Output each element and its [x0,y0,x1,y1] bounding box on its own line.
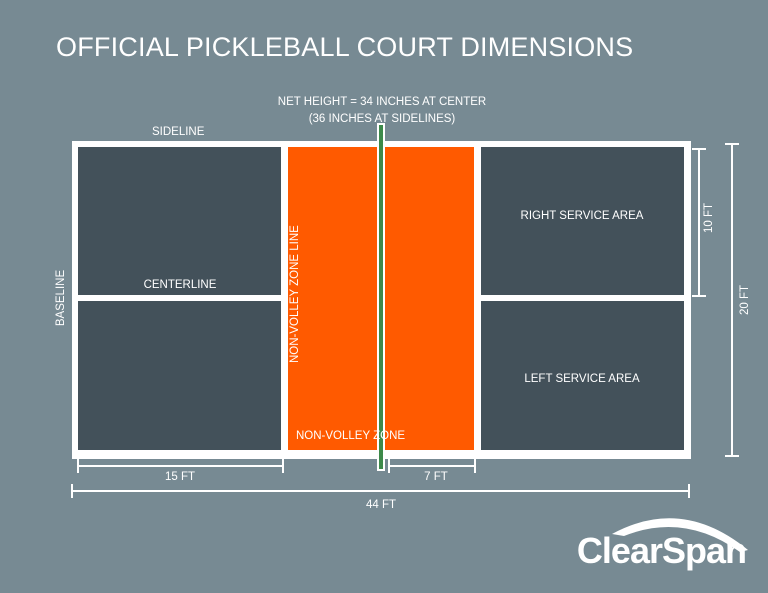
right-service-area-label: RIGHT SERVICE AREA [520,210,644,222]
half-width-dimension-cap-bottom [692,295,706,297]
service-area-top-left [78,147,281,295]
net-height-sideline-label: (36 INCHES AT SIDELINES) [308,113,456,125]
full-length-cap-left [71,484,73,498]
sideline-label: SIDELINE [152,126,205,138]
half-width-dimension-line [698,148,700,296]
full-width-dimension-cap-bottom [725,455,739,457]
full-width-dimension-cap-top [725,143,739,145]
full-length-cap-right [688,484,690,498]
service-area-bottom-left [78,301,281,450]
full-length-dimension-line [72,490,690,492]
left-service-area-label: LEFT SERVICE AREA [524,373,640,385]
service-length-dimension-line [78,465,283,467]
half-width-label: 10 FT [703,202,715,234]
centerline-label: CENTERLINE [143,279,217,291]
service-length-cap-left [77,459,79,473]
service-length-label: 15 FT [164,471,196,483]
left-service-area [481,301,684,450]
kitchen-length-label: 7 FT [424,471,448,483]
full-width-dimension-line [731,143,733,457]
baseline-label: BASELINE [55,269,67,327]
kitchen-length-dimension-line [388,465,475,467]
non-volley-zone-label: NON-VOLLEY ZONE [296,430,406,442]
non-volley-zone-line-label: NON-VOLLEY ZONE LINE [289,225,301,363]
clearspan-logo: ClearSpan [576,518,748,572]
full-length-label: 44 FT [365,499,397,511]
service-length-cap-right [282,459,284,473]
page-title: OFFICIAL PICKLEBALL COURT DIMENSIONS [56,32,634,62]
kitchen-length-cap-right [474,459,476,473]
half-width-dimension-cap-top [692,148,706,150]
net [379,125,383,469]
net-height-label: NET HEIGHT = 34 INCHES AT CENTER [277,96,487,108]
kitchen-length-cap-left [388,459,390,473]
logo-swoosh-icon [611,518,748,552]
brand-name: ClearSpan [576,530,747,571]
right-service-area [481,147,684,295]
full-width-label: 20 FT [739,284,751,316]
